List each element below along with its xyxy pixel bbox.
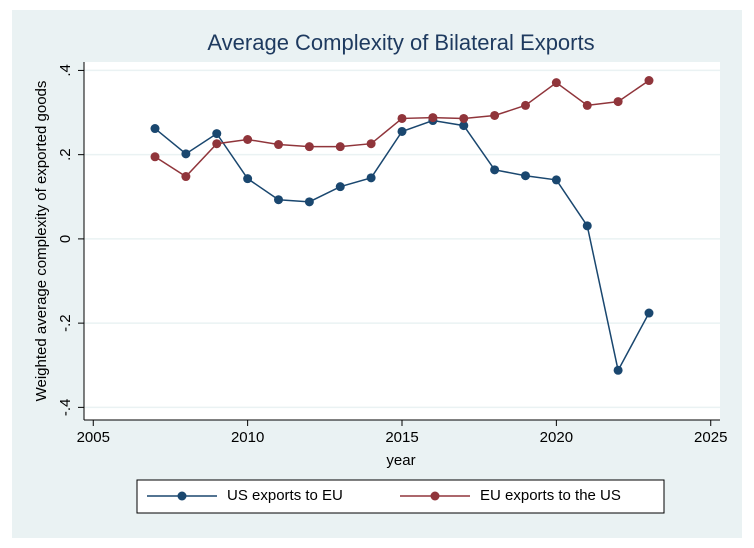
- point: [490, 165, 500, 175]
- point: [181, 149, 191, 159]
- legend-label: EU exports to the US: [480, 487, 621, 504]
- point: [304, 142, 314, 152]
- point: [274, 140, 284, 150]
- point: [490, 110, 500, 120]
- y-tick-label: -.4: [57, 399, 74, 417]
- point: [582, 100, 592, 110]
- point: [274, 195, 284, 205]
- point: [397, 126, 407, 136]
- point: [243, 174, 253, 184]
- point: [397, 113, 407, 123]
- x-tick-label: 2015: [385, 429, 418, 446]
- y-tick-label: .4: [57, 64, 74, 77]
- point: [644, 76, 654, 86]
- legend-marker: [177, 491, 187, 501]
- point: [150, 124, 160, 134]
- x-tick-label: 2005: [77, 429, 110, 446]
- x-tick-label: 2010: [231, 429, 264, 446]
- point: [150, 152, 160, 162]
- point: [428, 113, 438, 123]
- legend-box: [136, 479, 665, 514]
- point: [459, 121, 469, 131]
- point: [582, 221, 592, 231]
- point: [644, 308, 654, 318]
- y-tick-label: -.2: [57, 314, 74, 332]
- point: [366, 173, 376, 183]
- x-axis-title: year: [386, 452, 415, 469]
- point: [243, 134, 253, 144]
- x-tick-label: 2025: [694, 429, 727, 446]
- legend-marker: [430, 491, 440, 501]
- x-tick-label: 2020: [540, 429, 573, 446]
- point: [613, 365, 623, 375]
- y-tick-label: 0: [57, 235, 74, 243]
- point: [366, 139, 376, 149]
- point: [304, 197, 314, 207]
- y-axis-title: Weighted average complexity of exported …: [33, 81, 50, 402]
- point: [212, 139, 222, 149]
- point: [335, 142, 345, 152]
- legend-label: US exports to EU: [227, 487, 343, 504]
- point: [613, 97, 623, 107]
- point: [551, 175, 561, 185]
- point: [520, 171, 530, 181]
- point: [181, 172, 191, 182]
- point: [335, 182, 345, 192]
- y-tick-label: .2: [57, 148, 74, 161]
- point: [459, 113, 469, 123]
- point: [212, 129, 222, 139]
- chart-title: Average Complexity of Bilateral Exports: [207, 30, 594, 55]
- point: [551, 78, 561, 88]
- point: [520, 100, 530, 110]
